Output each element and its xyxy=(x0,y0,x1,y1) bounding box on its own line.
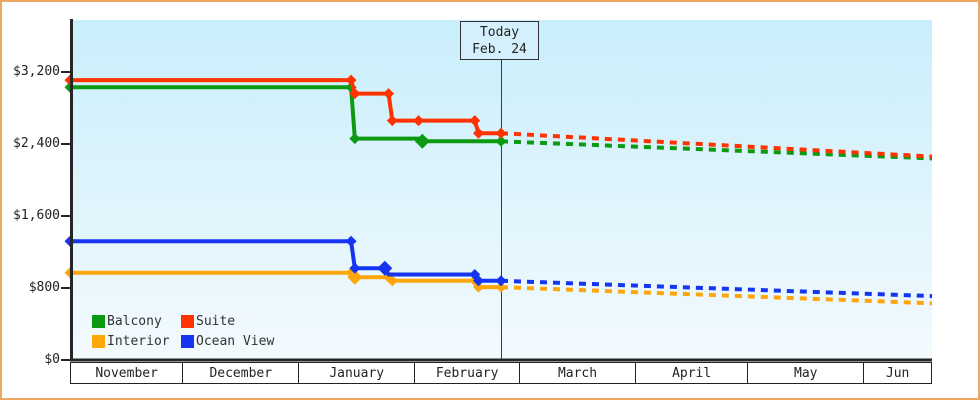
data-point-marker-ocean-view xyxy=(377,260,393,276)
data-point-marker-interior xyxy=(495,281,507,293)
series-forecast-interior xyxy=(500,285,933,306)
month-label: November xyxy=(95,365,158,381)
y-axis-label: $1,600 xyxy=(13,208,60,223)
data-point-marker-suite xyxy=(345,74,357,86)
month-label: February xyxy=(435,365,499,381)
legend: Balcony Suite Interior Ocean View xyxy=(92,311,274,351)
month-cell-november: November xyxy=(71,363,182,383)
chart-dynamic-layer xyxy=(64,59,933,360)
legend-label: Balcony xyxy=(107,313,162,329)
data-point-marker-suite xyxy=(383,88,395,100)
chart-marker-layer xyxy=(61,71,70,361)
legend-item-interior: Interior xyxy=(92,331,181,351)
data-point-marker-suite xyxy=(495,127,507,139)
legend-item-suite: Suite xyxy=(181,311,274,331)
y-axis-label: $3,200 xyxy=(13,64,60,79)
month-label: May xyxy=(794,365,818,381)
balcony-swatch-icon xyxy=(92,314,105,328)
suite-swatch-icon xyxy=(181,314,194,328)
data-point-marker-interior xyxy=(347,269,363,285)
data-point-marker-interior xyxy=(386,275,398,287)
data-point-marker-ocean-view xyxy=(349,262,361,274)
data-point-marker-ocean-view xyxy=(473,275,485,287)
month-label: December xyxy=(209,365,273,381)
interior-swatch-icon xyxy=(92,334,105,348)
month-cell-may: May xyxy=(747,363,863,383)
month-label: January xyxy=(329,365,385,381)
series-history-balcony xyxy=(70,85,501,144)
x-axis-month-band: November December January February March… xyxy=(70,362,932,384)
y-axis-label: $0 xyxy=(44,352,60,367)
month-label: April xyxy=(672,365,712,381)
month-cell-december: December xyxy=(182,363,298,383)
legend-item-balcony: Balcony xyxy=(92,311,181,331)
data-point-marker-suite xyxy=(473,127,485,139)
series-forecast-ocean-view xyxy=(500,278,933,299)
month-cell-jun: Jun xyxy=(863,363,931,383)
data-point-marker-ocean-view xyxy=(345,235,357,247)
today-date-label: Feb. 24 xyxy=(472,42,527,57)
y-axis-label: $800 xyxy=(28,280,60,295)
data-point-marker-suite xyxy=(349,88,361,100)
data-point-marker-suite xyxy=(469,115,481,127)
data-point-marker-interior xyxy=(473,281,485,293)
series-forecast-suite xyxy=(500,131,933,159)
ocean-view-swatch-icon xyxy=(181,334,194,348)
legend-label: Suite xyxy=(196,313,236,329)
y-axis-label: $2,400 xyxy=(13,136,60,151)
legend-item-ocean-view: Ocean View xyxy=(181,331,274,351)
month-label: March xyxy=(557,365,598,381)
month-cell-february: February xyxy=(414,363,519,383)
month-cell-march: March xyxy=(519,363,635,383)
month-label: Jun xyxy=(885,365,910,381)
series-forecast-balcony xyxy=(500,139,933,161)
data-point-marker-balcony xyxy=(414,133,430,149)
data-point-marker-suite xyxy=(386,115,398,127)
data-point-marker-suite xyxy=(413,115,425,127)
month-cell-january: January xyxy=(298,363,414,383)
legend-label: Ocean View xyxy=(196,333,275,349)
month-cell-april: April xyxy=(635,363,747,383)
legend-label: Interior xyxy=(107,333,170,349)
today-annotation: Today Feb. 24 xyxy=(460,21,539,60)
data-point-marker-balcony xyxy=(495,135,507,147)
data-point-marker-ocean-view xyxy=(495,275,507,287)
today-label: Today xyxy=(479,25,520,40)
data-point-marker-balcony xyxy=(349,133,361,145)
